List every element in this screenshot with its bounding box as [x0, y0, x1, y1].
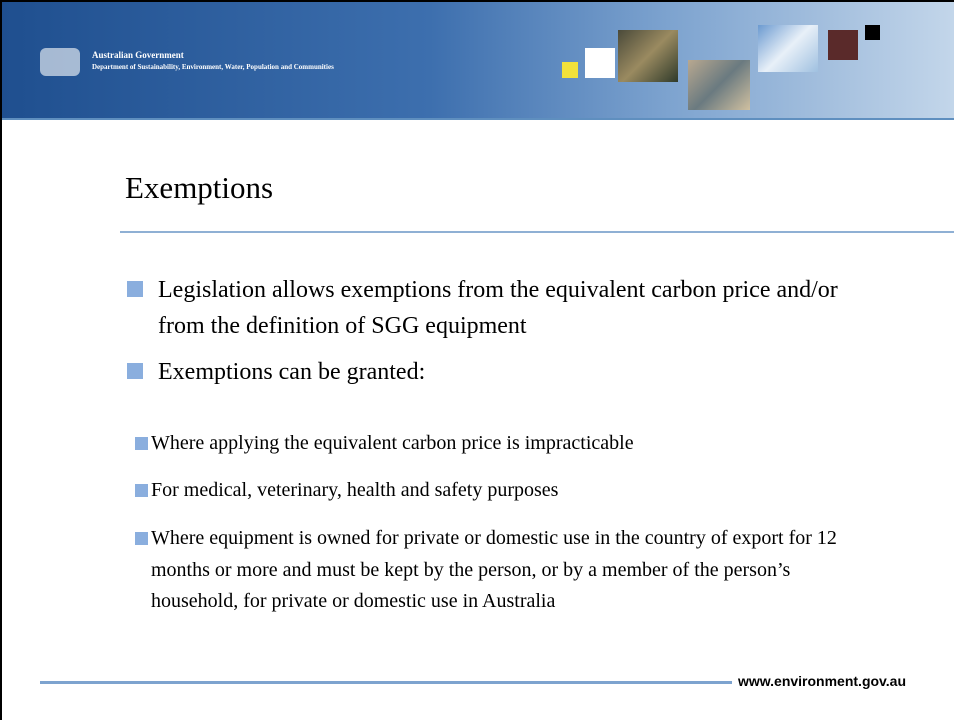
photo: [758, 25, 818, 72]
sub-bullet-text: For medical, veterinary, health and safe…: [151, 479, 559, 501]
bullet-text: Exemptions can be granted:: [158, 359, 426, 385]
sub-bullet-marker: [135, 532, 148, 545]
photo: [688, 60, 750, 110]
sub-bullet-marker: [135, 484, 148, 497]
deco-square: [562, 62, 578, 78]
bullet-marker: [127, 363, 143, 379]
slide-title: Exemptions: [125, 170, 274, 205]
sub-bullet-marker: [135, 437, 148, 450]
footer-url: www.environment.gov.au: [738, 673, 907, 689]
department: Department of Sustainability, Environmen…: [92, 63, 334, 71]
organisation: Australian Government: [92, 50, 184, 60]
sub-bullet-text: Where equipment is owned for private or …: [151, 527, 837, 612]
deco-square: [585, 48, 615, 78]
photo: [618, 30, 678, 82]
deco-square: [828, 30, 858, 60]
bullet-marker: [127, 281, 143, 297]
footer-rule: [40, 681, 732, 684]
bullet-text: Legislation allows exemptions from the e…: [158, 277, 838, 339]
deco-square: [865, 25, 880, 40]
crest: [40, 48, 80, 76]
sub-bullet-text: Where applying the equivalent carbon pri…: [151, 432, 634, 454]
title-rule: [120, 231, 954, 233]
